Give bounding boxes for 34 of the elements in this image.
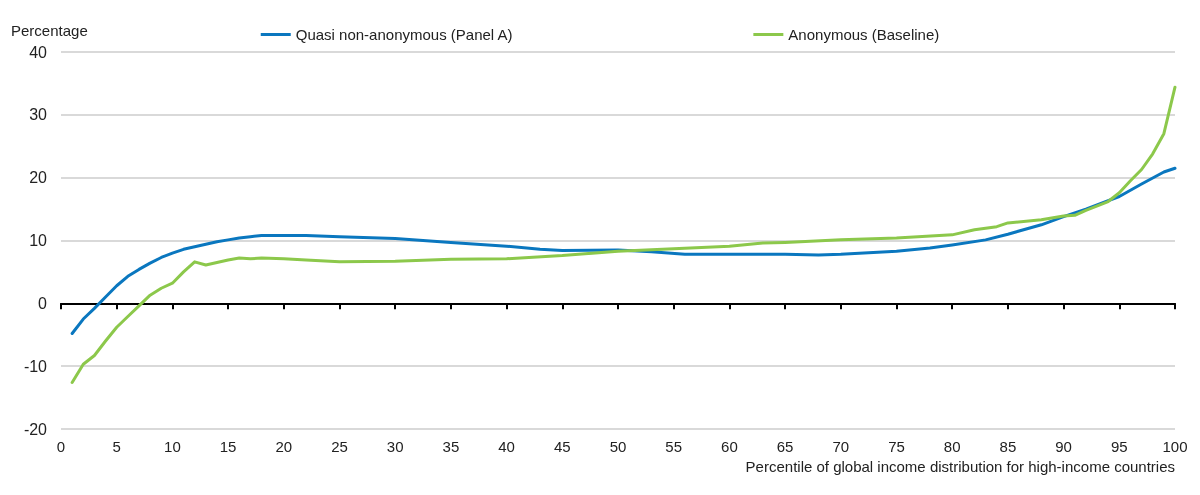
x-tick-label: 75: [888, 438, 905, 455]
x-tick-label: 70: [832, 438, 850, 455]
x-tick-label: 30: [386, 438, 404, 455]
y-tick-label: 20: [29, 169, 48, 187]
x-tick-label: 10: [164, 438, 181, 455]
x-tick-label: 65: [776, 438, 794, 455]
x-tick-label: 5: [112, 438, 121, 455]
x-tick-label: 35: [442, 438, 460, 455]
legend-label: Quasi non-anonymous (Panel A): [295, 26, 513, 43]
x-tick-label: 45: [553, 438, 571, 455]
y-tick-label: 10: [29, 232, 48, 249]
x-tick-label: 85: [999, 438, 1017, 455]
x-axis-title: Percentile of global income distribution for high-income countries: [745, 458, 1175, 475]
y-tick-label: 30: [29, 106, 48, 124]
x-tick-label: 15: [219, 438, 237, 455]
x-tick-label: 50: [609, 438, 627, 455]
x-tick-label: 55: [665, 438, 683, 455]
x-tick-label: 90: [1055, 438, 1072, 455]
y-tick-label: -20: [23, 420, 48, 438]
line-series: [70, 166, 1177, 335]
line-series: [70, 85, 1177, 384]
x-tick-label: 20: [275, 438, 293, 455]
legend-label: Anonymous (Baseline): [788, 26, 940, 43]
x-tick-label: 40: [498, 438, 515, 455]
x-tick-label: 25: [331, 438, 348, 455]
x-tick-label: 100: [1162, 438, 1188, 455]
x-tick-label: 80: [943, 438, 961, 455]
x-tick-label: 0: [56, 438, 66, 455]
y-axis-title: Percentage: [11, 22, 88, 39]
y-tick-label: 40: [29, 43, 48, 61]
y-tick-label: -10: [23, 357, 48, 375]
x-tick-label: 95: [1110, 438, 1128, 455]
x-tick-label: 60: [721, 438, 738, 455]
y-tick-label: 0: [38, 294, 48, 312]
